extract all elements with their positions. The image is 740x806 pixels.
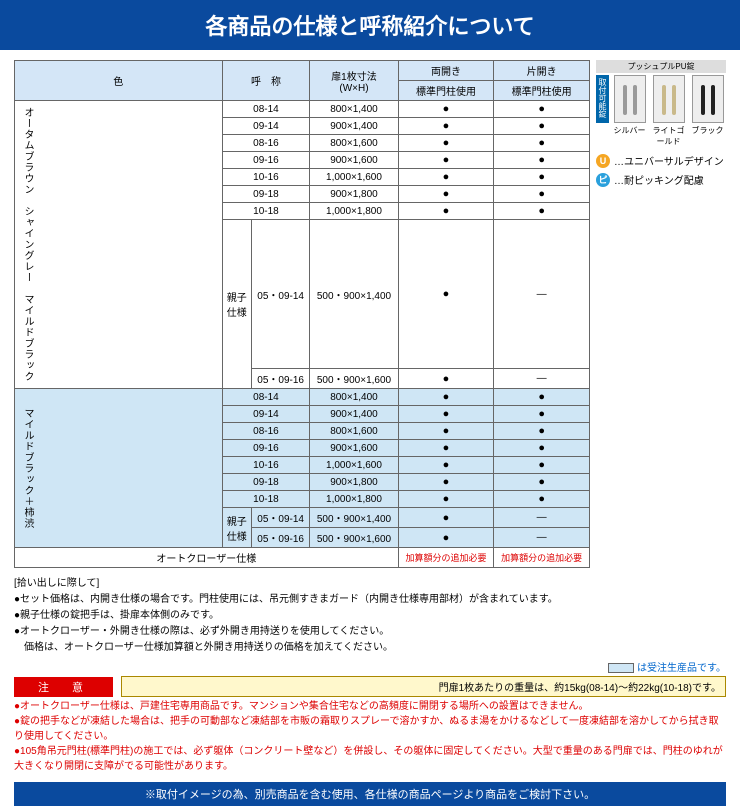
side-panel: プッシュプルPU錠 取付可能錠シルバーライトゴールドブラック U…ユニバーサルデ…	[596, 60, 726, 568]
side-top-label: プッシュプルPU錠	[596, 60, 726, 73]
col-double: 両開き	[398, 61, 494, 81]
note-line: ●オートクローザー・外開き仕様の際は、必ず外開き用持送りを使用してください。	[14, 624, 726, 639]
legend-row: ピ…耐ピッキング配慮	[596, 172, 726, 187]
caution-list: ●オートクローザー仕様は、戸建住宅専用商品です。マンションや集合住宅などの高頻度…	[0, 697, 740, 776]
legend-row: U…ユニバーサルデザイン	[596, 153, 726, 168]
table-row: オータムブラウン シャイングレー マイルドブラック08-14800×1,400	[15, 101, 590, 118]
page-title: 各商品の仕様と呼称紹介について	[0, 0, 740, 50]
handle-variant: シルバー	[611, 75, 648, 136]
note-line: ●親子仕様の錠把手は、掛扉本体側のみです。	[14, 608, 726, 623]
notes-title: [拾い出しに際して]	[14, 576, 726, 591]
col-double-std: 標準門柱使用	[398, 81, 494, 101]
spec-table-wrap: 色 呼 称 扉1枚寸法 (W×H) 両開き 片開き 標準門柱使用 標準門柱使用 …	[14, 60, 590, 568]
table-row: マイルドブラック＋柿渋08-14800×1,400	[15, 389, 590, 406]
caution-line: ●105角吊元門柱(標準門柱)の施工では、必ず躯体（コンクリート壁など）を併設し…	[14, 744, 726, 774]
spec-table: 色 呼 称 扉1枚寸法 (W×H) 両開き 片開き 標準門柱使用 標準門柱使用 …	[14, 60, 590, 568]
caution-line: ●オートクローザー仕様は、戸建住宅専用商品です。マンションや集合住宅などの高頻度…	[14, 699, 726, 714]
col-color: 色	[15, 61, 223, 101]
col-single: 片開き	[494, 61, 590, 81]
footer-note: ※取付イメージの為、別売商品を含む使用、各仕様の商品ページより商品をご検討下さい…	[14, 782, 726, 806]
col-single-std: 標準門柱使用	[494, 81, 590, 101]
caution-label: 注 意	[14, 677, 113, 697]
notes-section: [拾い出しに際して] ●セット価格は、内開き仕様の場合です。門柱使用には、吊元側…	[0, 568, 740, 655]
handle-variant: ブラック	[689, 75, 726, 136]
order-text: は受注生産品です。	[637, 663, 726, 674]
handle-variant: ライトゴールド	[650, 75, 687, 147]
col-name: 呼 称	[222, 61, 310, 101]
legend-order: は受注生産品です。	[14, 659, 726, 674]
note-line: ●セット価格は、内開き仕様の場合です。門柱使用には、吊元側すきまガード（内開き仕…	[14, 592, 726, 607]
weight-note: 門扉1枚あたりの重量は、約15kg(08-14)～約22kg(10-18)です。	[121, 676, 726, 697]
col-dim: 扉1枚寸法 (W×H)	[310, 61, 398, 101]
order-swatch	[608, 663, 634, 673]
note-line: 価格は、オートクローザー仕様加算額と外開き用持送りの価格を加えてください。	[14, 640, 726, 655]
